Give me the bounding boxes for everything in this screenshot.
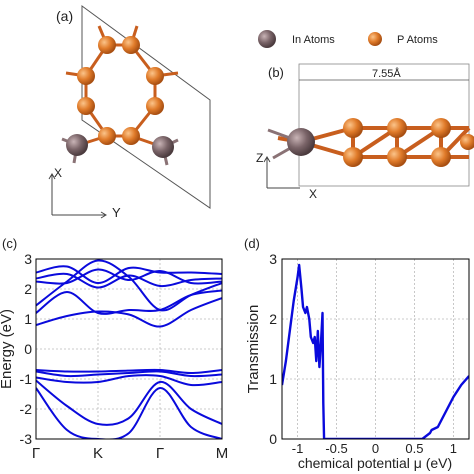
band-line: [36, 374, 222, 387]
dimension-label: 7.55Å: [372, 67, 401, 80]
band-line: [36, 297, 222, 328]
bonds-a: [65, 25, 179, 147]
x-tick-label: -1: [292, 441, 304, 456]
axes-b: [263, 156, 300, 189]
x-tick-label: 0: [372, 441, 379, 456]
energy-tick-label: -3: [20, 431, 33, 447]
series-d: [282, 263, 469, 439]
panel-label-c: (c): [2, 236, 17, 251]
panel-label-a: (a): [56, 8, 73, 24]
panel-c: (c) Energy (eV) Γ K Γ M -3 -2 -1 0 1 2 3: [0, 236, 228, 462]
band-line: [36, 379, 222, 426]
p-atoms-a: [77, 36, 164, 145]
x-tick-label: -0.5: [325, 441, 347, 456]
energy-tick-label: 1: [24, 311, 32, 327]
y-tick-label: 3: [269, 251, 277, 267]
x-tick-label: 1: [450, 441, 457, 456]
axis-label-x-b: X: [309, 187, 317, 201]
y-axis-label-c: Energy (eV): [0, 309, 15, 389]
band-line: [36, 370, 222, 378]
axis-label-x-a: X: [54, 166, 62, 180]
legend-in-atoms: In Atoms: [292, 34, 335, 46]
y-tick-label: 0: [269, 431, 277, 447]
frame-c: [35, 258, 223, 440]
x-axis-label-d: chemical potential μ (eV): [298, 455, 452, 471]
energy-tick-label: 0: [24, 341, 32, 357]
atom-legend: In Atoms P Atoms: [258, 30, 438, 48]
y-axis-label-d: Transmission: [245, 305, 262, 394]
in-atom-swatch: [258, 30, 276, 48]
axes-a: [48, 173, 107, 219]
unit-cell-frame: [81, 5, 211, 209]
frame-d: [281, 258, 470, 440]
panel-label-d: (d): [244, 236, 260, 251]
band-line: [36, 268, 222, 285]
kpoint-tick-label: K: [93, 445, 103, 462]
ticks-d: -1 -0.5 0 0.5 1 0 1 2 3: [269, 251, 457, 456]
grid-d: [282, 258, 469, 440]
energy-tick-label: -2: [20, 401, 33, 417]
band-line: [36, 368, 222, 375]
panel-d: (d) Transmission chemical potential μ (e…: [244, 236, 470, 471]
band-line: [36, 289, 222, 315]
legend-p-atoms: P Atoms: [397, 34, 438, 46]
transmission-line: [282, 263, 469, 439]
ticks-c: Γ K Γ M -3 -2 -1 0 1 2 3: [20, 251, 229, 462]
kpoint-tick-label: Γ: [32, 445, 40, 462]
p-atoms-b: [343, 118, 474, 167]
in-atoms-a: [66, 134, 174, 158]
in-atom-b: [287, 128, 315, 156]
p-atom-swatch: [368, 32, 382, 46]
bands-c: [36, 259, 222, 439]
band-line: [36, 265, 222, 285]
x-tick-label: 0.5: [405, 441, 423, 456]
panel-b: (b) 7.55Å Z X: [256, 63, 474, 201]
band-line: [36, 387, 222, 439]
band-line: [36, 272, 222, 289]
kpoint-tick-label: M: [216, 445, 229, 462]
energy-tick-label: 3: [24, 251, 32, 267]
panel-a: (a): [48, 5, 211, 220]
kpoint-tick-label: Γ: [156, 445, 164, 462]
panel-label-b: (b): [268, 65, 284, 80]
y-tick-label: 1: [269, 371, 277, 387]
axis-label-y-a: Y: [112, 205, 121, 220]
y-tick-label: 2: [269, 311, 277, 327]
cell-box-b: [298, 63, 470, 187]
energy-tick-label: 2: [24, 281, 32, 297]
axis-label-z-b: Z: [256, 151, 263, 165]
energy-tick-label: -1: [20, 371, 33, 387]
